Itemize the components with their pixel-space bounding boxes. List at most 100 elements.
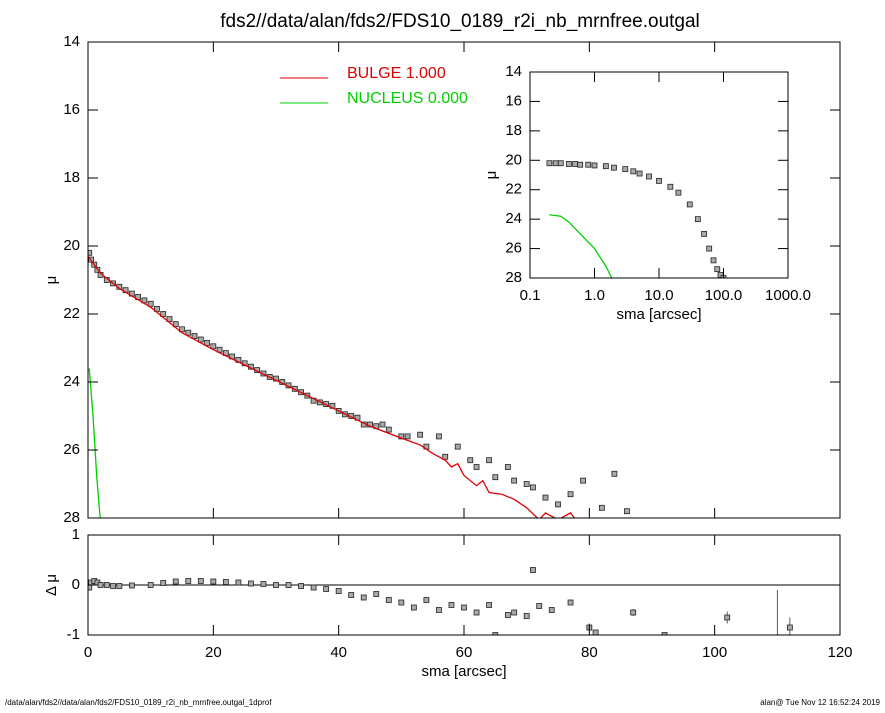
data-point [656,177,662,184]
data-point [486,602,492,608]
data-point [661,632,668,635]
plot-content [88,249,630,518]
plot-content [88,567,840,635]
plot-content [546,160,727,278]
data-point [542,494,549,501]
y-tick-label: 26 [63,441,80,458]
data-point [310,584,317,591]
data-point [97,582,104,588]
model-line [88,255,576,518]
data-point [417,431,424,438]
data-point [110,583,116,589]
data-point [323,586,330,592]
y-tick-label: 24 [505,210,522,227]
y-tick-label: 20 [63,237,80,254]
data-point [577,161,584,168]
data-point [565,161,572,167]
data-point [523,613,530,619]
y-tick-label: 14 [505,63,522,80]
data-point [197,578,204,584]
data-point [260,581,267,587]
data-point [448,602,455,608]
data-point [210,343,217,350]
legend-label: NUCLEUS 0.000 [347,90,468,107]
data-point [706,245,713,252]
y-axis-label: μ [43,276,60,285]
data-point [694,216,701,223]
data-point [504,464,511,470]
x-tick-label: 1000.0 [765,287,811,304]
x-tick-label: 0 [84,644,92,661]
data-point [667,183,674,190]
data-point [530,567,536,573]
y-tick-label: 16 [63,101,80,118]
x-axis-label: sma [arcsec] [616,306,701,323]
data-point [298,583,304,589]
data-point [622,166,629,173]
data-point [335,588,342,594]
x-tick-label: 120 [827,644,852,661]
data-point [624,508,630,515]
data-point [154,305,160,312]
data-point [166,316,173,323]
x-tick-label: 80 [581,644,598,661]
data-point [103,582,110,588]
y-tick-label: 28 [505,269,522,286]
data-point [486,457,492,464]
data-point [191,333,198,340]
data-point [536,603,543,609]
data-point [410,604,417,611]
data-point [379,421,386,428]
data-point [611,164,617,171]
data-point [567,491,574,498]
x-tick-label: 40 [330,644,347,661]
y-axis-label: μ [483,171,500,180]
data-point [530,484,536,491]
y-tick-label: 18 [63,169,80,186]
data-point [630,609,637,616]
data-point [548,607,555,613]
x-tick-label: 100 [702,644,727,661]
data-point [473,609,480,616]
data-point [585,161,592,168]
data-point [580,477,586,484]
model-line [549,214,613,278]
y-tick-label: 0 [72,576,80,593]
data-point [185,578,192,584]
data-point [591,162,598,169]
data-point [197,336,204,343]
y-axis-label: Δ μ [43,574,60,596]
plot-frame [529,71,789,279]
data-point [116,583,123,589]
data-point [473,464,480,470]
data-point [273,582,279,588]
data-point [348,592,355,598]
data-point [511,477,518,484]
chart-title: fds2//data/alan/fds2/FDS10_0189_r2i_nb_m… [220,11,700,32]
data-point [786,624,793,631]
legend-label: BULGE 1.000 [347,65,446,82]
y-tick-label: 20 [505,151,522,168]
x-tick-label: 100.0 [705,287,743,304]
data-point [646,173,652,180]
data-point [546,160,553,167]
x-tick-label: 1.0 [584,287,605,304]
model-line [88,368,101,518]
x-axis-label: sma [arcsec] [421,663,506,680]
data-point [598,504,605,511]
data-point [172,321,179,328]
data-point [686,201,693,208]
data-point [398,599,405,606]
data-point [492,474,499,481]
y-tick-label: 14 [63,33,80,50]
data-point [724,614,731,621]
x-tick-label: 60 [456,644,473,661]
y-tick-label: -1 [67,626,80,643]
data-point [398,433,405,440]
data-point [360,594,367,601]
y-tick-label: 22 [505,181,522,198]
data-point [436,433,442,440]
data-point [572,161,578,167]
x-tick-label: 10.0 [644,287,673,304]
